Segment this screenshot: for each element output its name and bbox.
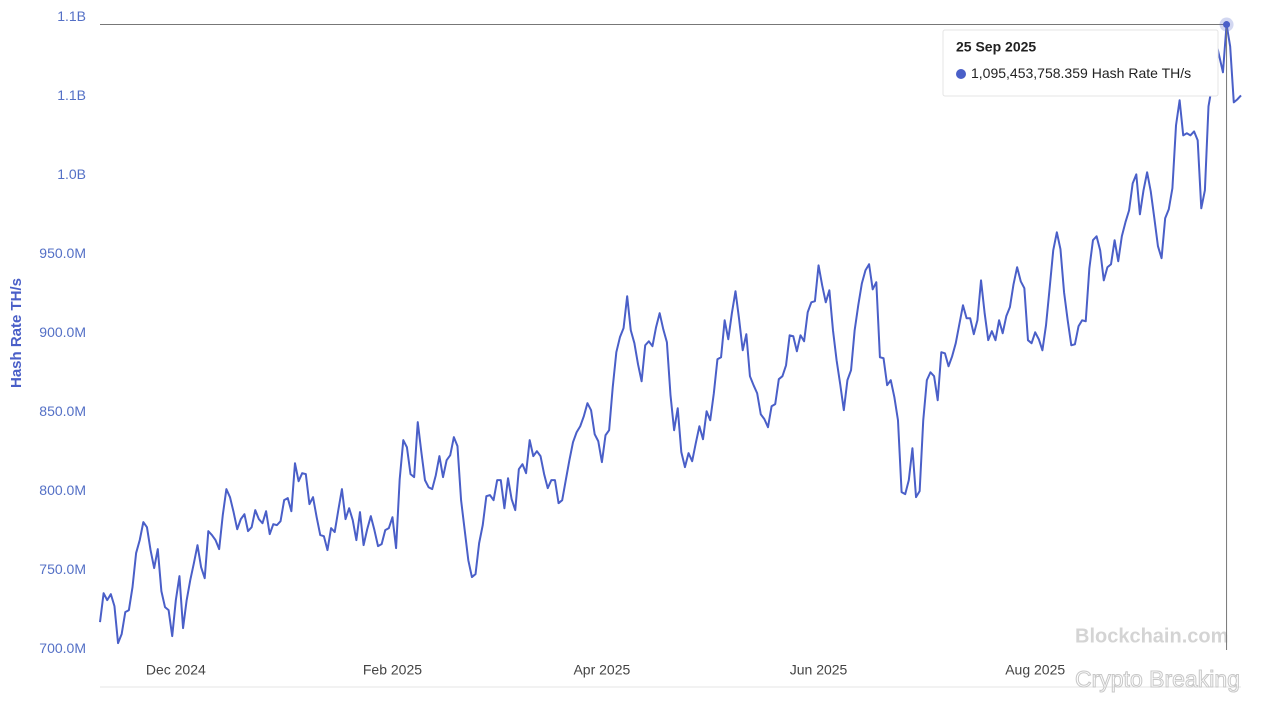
x-tick-label: Apr 2025 (573, 662, 630, 678)
tooltip-text: 1,095,453,758.359 Hash Rate TH/s (971, 65, 1191, 81)
y-tick-label: 1.1B (57, 87, 86, 103)
tooltip: 25 Sep 2025 1,095,453,758.359 Hash Rate TH… (942, 29, 1219, 97)
x-tick-label: Feb 2025 (363, 662, 422, 678)
tooltip-box (942, 29, 1219, 97)
line-series (99, 23, 1242, 645)
tooltip-value: 1,095,453,758.359 (971, 65, 1088, 81)
tooltip-date: 25 Sep 2025 (956, 39, 1036, 55)
x-tick-label: Dec 2024 (146, 662, 206, 678)
tooltip-series-name: Hash Rate TH/s (1092, 65, 1191, 81)
tooltip-dot (956, 69, 966, 79)
y-tick-label: 850.0M (39, 403, 86, 419)
y-axis-label: Hash Rate TH/s (8, 278, 25, 388)
y-tick-label: 950.0M (39, 245, 86, 261)
x-tick-label: Aug 2025 (1005, 662, 1065, 678)
y-tick-label: 1.0B (57, 166, 86, 182)
y-tick-label: 1.1B (57, 8, 86, 24)
y-tick-label: 900.0M (39, 324, 86, 340)
y-tick-label: 700.0M (39, 640, 86, 656)
watermark: Crypto Breaking (1075, 666, 1240, 692)
x-tick-label: Jun 2025 (790, 662, 848, 678)
y-tick-label: 800.0M (39, 482, 86, 498)
watermark: Blockchain.com (1075, 625, 1228, 647)
y-tick-label: 750.0M (39, 561, 86, 577)
hover-point (1223, 21, 1231, 29)
